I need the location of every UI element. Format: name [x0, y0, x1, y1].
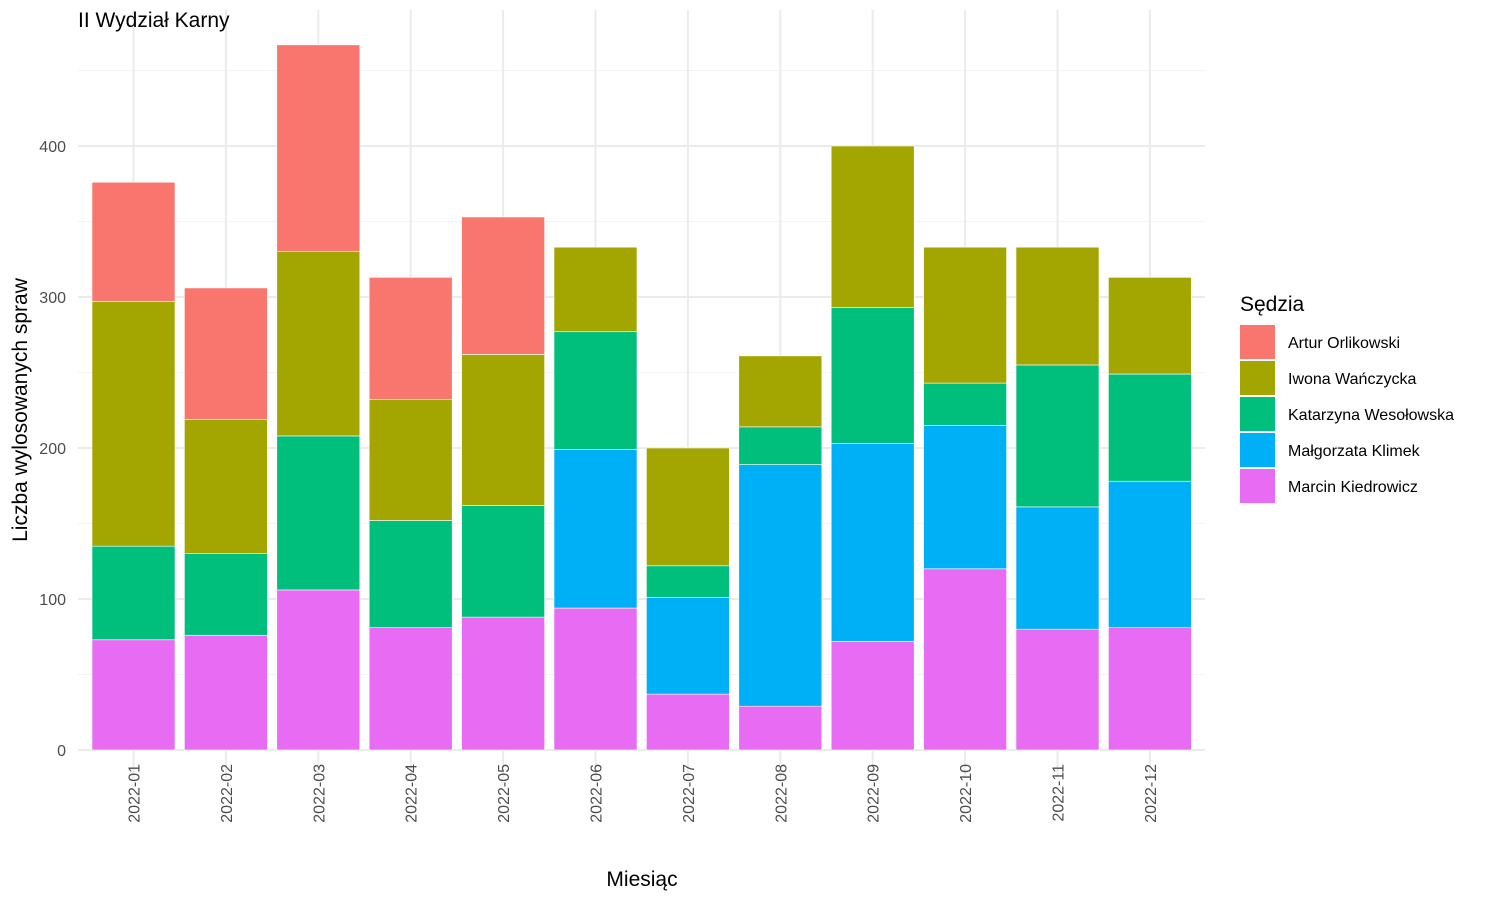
x-tick-label: 2022-11 — [1051, 764, 1068, 822]
bar-segment-ma-gorzata-klimek-2022-07 — [646, 597, 730, 695]
bar-segment-katarzyna-weso-owska-2022-09 — [830, 307, 915, 444]
bar-segment-katarzyna-weso-owska-2022-03 — [276, 435, 361, 591]
bar-segment-iwona-wan-czycka-2022-05 — [461, 354, 545, 506]
x-tick-label: 2022-08 — [773, 764, 790, 823]
x-axis-title: Miesiąc — [606, 868, 677, 891]
bar-segment-iwona-wan-czycka-2022-01 — [91, 301, 176, 547]
x-tick-label: 2022-10 — [958, 764, 975, 823]
legend-key — [1240, 433, 1275, 467]
y-tick-label: 0 — [57, 743, 66, 760]
x-tick-label: 2022-07 — [681, 764, 698, 823]
bar-segment-iwona-wan-czycka-2022-11 — [1015, 246, 1100, 366]
bar-segment-katarzyna-weso-owska-2022-06 — [553, 331, 638, 450]
y-tick-label: 200 — [39, 441, 66, 458]
bar-segment-marcin-kiedrowicz-2022-07 — [646, 693, 730, 751]
bar-segment-iwona-wan-czycka-2022-07 — [646, 447, 730, 567]
bar-segment-marcin-kiedrowicz-2022-08 — [738, 705, 823, 751]
bar-segment-artur-orlikowski-2022-01 — [91, 181, 176, 302]
bar-segment-katarzyna-weso-owska-2022-10 — [923, 382, 1007, 426]
x-tick-label: 2022-04 — [404, 764, 421, 823]
y-tick-label: 300 — [39, 290, 66, 307]
chart-title: II Wydział Karny — [78, 9, 230, 32]
y-tick-label: 100 — [39, 592, 66, 609]
bar-segment-artur-orlikowski-2022-05 — [461, 216, 545, 355]
legend-label: Katarzyna Wesołowska — [1288, 407, 1454, 424]
bar-segment-ma-gorzata-klimek-2022-09 — [830, 443, 915, 642]
bar-segment-iwona-wan-czycka-2022-06 — [553, 246, 638, 333]
x-tick-label: 2022-03 — [311, 764, 328, 823]
x-tick-label: 2022-02 — [219, 764, 236, 823]
legend-label: Małgorzata Klimek — [1288, 443, 1421, 460]
bar-segment-marcin-kiedrowicz-2022-10 — [923, 568, 1007, 751]
x-tick-label: 2022-09 — [866, 764, 883, 823]
bar-segment-iwona-wan-czycka-2022-12 — [1108, 277, 1192, 375]
legend-label: Artur Orlikowski — [1288, 335, 1400, 352]
bar-segment-marcin-kiedrowicz-2022-03 — [276, 589, 361, 751]
bar-segment-iwona-wan-czycka-2022-10 — [923, 246, 1007, 384]
bar-segment-marcin-kiedrowicz-2022-01 — [91, 639, 176, 751]
legend-label: Marcin Kiedrowicz — [1288, 479, 1418, 496]
bar-segment-katarzyna-weso-owska-2022-04 — [368, 520, 453, 628]
bar-segment-katarzyna-weso-owska-2022-01 — [91, 545, 176, 641]
bar-segment-katarzyna-weso-owska-2022-02 — [184, 553, 268, 636]
bar-segment-ma-gorzata-klimek-2022-12 — [1108, 480, 1192, 628]
legend-key — [1240, 325, 1275, 359]
bar-segment-artur-orlikowski-2022-04 — [368, 277, 453, 400]
bar-segment-marcin-kiedrowicz-2022-02 — [184, 634, 268, 751]
legend-key — [1240, 469, 1275, 503]
bar-segment-ma-gorzata-klimek-2022-10 — [923, 425, 1007, 570]
bar-segment-marcin-kiedrowicz-2022-05 — [461, 616, 545, 751]
legend-key — [1240, 361, 1275, 395]
y-axis-title: Liczba wylosowanych spraw — [9, 277, 32, 542]
x-tick-label: 2022-06 — [589, 764, 606, 823]
bar-segment-katarzyna-weso-owska-2022-11 — [1015, 364, 1100, 508]
y-tick-label: 400 — [39, 139, 66, 156]
bar-segment-ma-gorzata-klimek-2022-08 — [738, 464, 823, 707]
legend: Sędzia Artur Orlikowski Iwona Wańczycka Ka… — [1240, 293, 1454, 503]
bar-segment-marcin-kiedrowicz-2022-04 — [368, 627, 453, 751]
legend-title: Sędzia — [1240, 293, 1305, 316]
bar-segment-katarzyna-weso-owska-2022-07 — [646, 565, 730, 598]
bar-segment-ma-gorzata-klimek-2022-11 — [1015, 506, 1100, 630]
legend-label: Iwona Wańczycka — [1288, 371, 1416, 388]
bar-segment-katarzyna-weso-owska-2022-08 — [738, 426, 823, 465]
bar-segment-artur-orlikowski-2022-03 — [276, 44, 361, 252]
bar-segment-iwona-wan-czycka-2022-03 — [276, 251, 361, 437]
x-tick-label: 2022-12 — [1143, 764, 1160, 823]
bar-segment-marcin-kiedrowicz-2022-11 — [1015, 628, 1100, 751]
bar-segment-katarzyna-weso-owska-2022-05 — [461, 505, 545, 618]
bar-segment-ma-gorzata-klimek-2022-06 — [553, 449, 638, 609]
x-tick-label: 2022-01 — [127, 764, 144, 823]
y-axis-ticks: 0 100 200 300 400 — [39, 139, 66, 760]
bar-segment-artur-orlikowski-2022-02 — [184, 287, 268, 420]
bar-segment-marcin-kiedrowicz-2022-06 — [553, 607, 638, 751]
x-axis-ticks: 2022-01 2022-02 2022-03 2022-04 2022-05 2022-… — [127, 764, 1160, 823]
bars — [91, 44, 1192, 751]
bar-segment-iwona-wan-czycka-2022-09 — [830, 145, 915, 308]
legend-key — [1240, 397, 1275, 431]
bar-segment-marcin-kiedrowicz-2022-12 — [1108, 627, 1192, 751]
bar-segment-iwona-wan-czycka-2022-02 — [184, 419, 268, 554]
x-tick-label: 2022-05 — [496, 764, 513, 823]
bar-segment-katarzyna-weso-owska-2022-12 — [1108, 373, 1192, 482]
bar-segment-iwona-wan-czycka-2022-08 — [738, 355, 823, 428]
bar-segment-iwona-wan-czycka-2022-04 — [368, 399, 453, 521]
bar-segment-marcin-kiedrowicz-2022-09 — [830, 640, 915, 751]
